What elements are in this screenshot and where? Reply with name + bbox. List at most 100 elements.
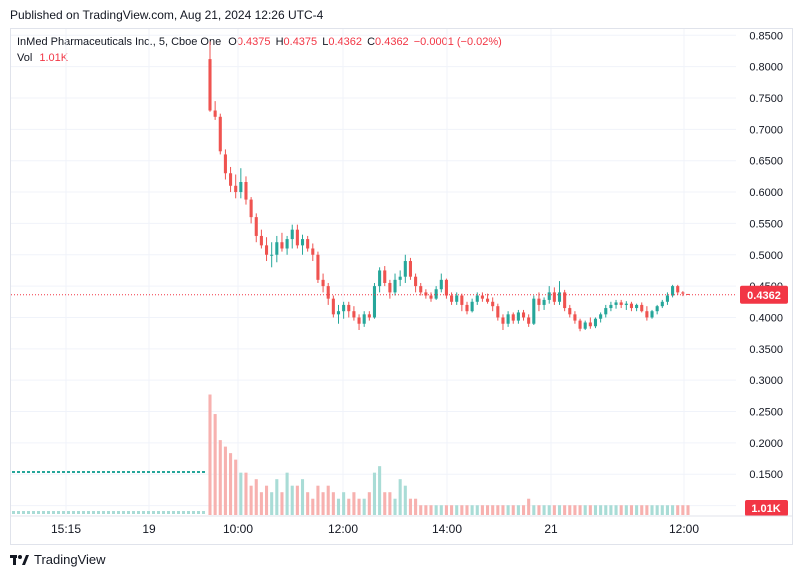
volume-bar — [107, 511, 110, 514]
candle-body — [162, 471, 165, 473]
volume-bar — [192, 511, 195, 514]
candle-body — [552, 292, 556, 302]
volume-bar — [388, 492, 392, 515]
volume-bar — [403, 485, 407, 515]
candle-body — [465, 304, 469, 312]
volume-bar — [157, 511, 160, 514]
candle-body — [439, 279, 443, 290]
candle-body — [583, 322, 587, 329]
volume-bar — [491, 505, 495, 515]
candle-body — [32, 471, 35, 473]
candle-body — [434, 289, 438, 299]
volume-bar — [367, 492, 371, 515]
volume-bar — [177, 511, 180, 514]
volume-bar — [187, 511, 190, 514]
volume-bar — [527, 498, 531, 515]
candle-body — [537, 298, 541, 305]
tradingview-footer[interactable]: TradingView — [10, 552, 106, 567]
candle-body — [501, 317, 505, 324]
volume-bar — [162, 511, 165, 514]
open-label: O — [228, 36, 237, 48]
candle-body — [112, 471, 115, 473]
volume-bar — [408, 498, 412, 515]
volume-bar — [92, 511, 95, 514]
volume-bar — [254, 479, 258, 515]
candle-body — [132, 471, 135, 473]
volume-bar — [280, 492, 284, 515]
volume-bar — [326, 485, 330, 515]
symbol-title: InMed Pharmaceuticals Inc., 5, Cboe One — [17, 36, 222, 48]
candle-body — [424, 292, 428, 296]
candle-body — [645, 311, 649, 318]
candle-body — [102, 471, 105, 473]
last-price-tag — [740, 285, 788, 304]
volume-bar — [259, 492, 263, 515]
low-label: L — [322, 36, 329, 48]
volume-bar — [218, 440, 222, 515]
candle-body — [470, 301, 474, 312]
candle-body — [234, 185, 238, 193]
volume-bar — [542, 505, 546, 515]
candle-body — [547, 292, 551, 300]
candle-body — [117, 471, 120, 473]
candle-body — [72, 471, 75, 473]
volume-bar — [532, 505, 536, 515]
candle-body — [97, 471, 100, 473]
volume-bar — [516, 505, 520, 515]
volume-bar — [588, 505, 592, 515]
candle-body — [27, 471, 30, 473]
volume-bar — [681, 505, 685, 515]
candle-body — [223, 154, 227, 174]
x-tick-label: 10:00 — [223, 522, 253, 536]
ohlc-legend: InMed Pharmaceuticals Inc., 5, Cboe One … — [17, 36, 502, 48]
chart-frame[interactable] — [10, 28, 793, 545]
candle-body — [306, 239, 310, 249]
volume-bar — [496, 505, 500, 515]
volume-bar — [167, 511, 170, 514]
volume-bar — [152, 511, 155, 514]
candle-body — [270, 254, 274, 256]
volume-bar — [640, 505, 644, 515]
volume-label: Vol — [17, 52, 33, 64]
candle-body — [77, 471, 80, 473]
volume-bar — [97, 511, 100, 514]
volume-bar — [87, 511, 90, 514]
volume-bar — [480, 505, 484, 515]
candle-body — [671, 286, 675, 296]
volume-bar — [67, 511, 70, 514]
volume-bar — [568, 505, 572, 515]
candle-body — [22, 471, 25, 473]
volume-bar — [609, 505, 613, 515]
volume-bar — [321, 492, 325, 515]
volume-bar — [578, 505, 582, 515]
candle-body — [316, 254, 320, 280]
volume-bar — [475, 505, 479, 515]
candle-body — [429, 295, 433, 299]
candle-body — [300, 239, 305, 246]
candle-body — [557, 292, 562, 302]
volume-bar — [142, 511, 145, 514]
candle-body — [172, 471, 175, 473]
candle-body — [650, 311, 654, 318]
volume-bar — [460, 505, 464, 515]
volume-bar — [17, 511, 20, 514]
candle-body — [326, 286, 330, 299]
candle-body — [635, 304, 639, 309]
volume-bar — [270, 492, 274, 515]
volume-bar — [573, 505, 577, 515]
candle-body — [419, 286, 423, 293]
volume-bar — [208, 394, 212, 515]
volume-bar — [501, 505, 505, 515]
candle-body — [681, 292, 685, 294]
volume-bar — [665, 505, 669, 515]
y-tick-label: 0.4000 — [749, 312, 783, 324]
candle-body — [147, 471, 150, 473]
volume-bar — [506, 505, 510, 515]
candle-body — [67, 471, 70, 473]
volume-bar — [57, 511, 60, 514]
candle-body — [655, 306, 659, 312]
volume-bar — [465, 505, 469, 515]
volume-bar — [336, 498, 341, 515]
candle-body — [259, 235, 263, 246]
